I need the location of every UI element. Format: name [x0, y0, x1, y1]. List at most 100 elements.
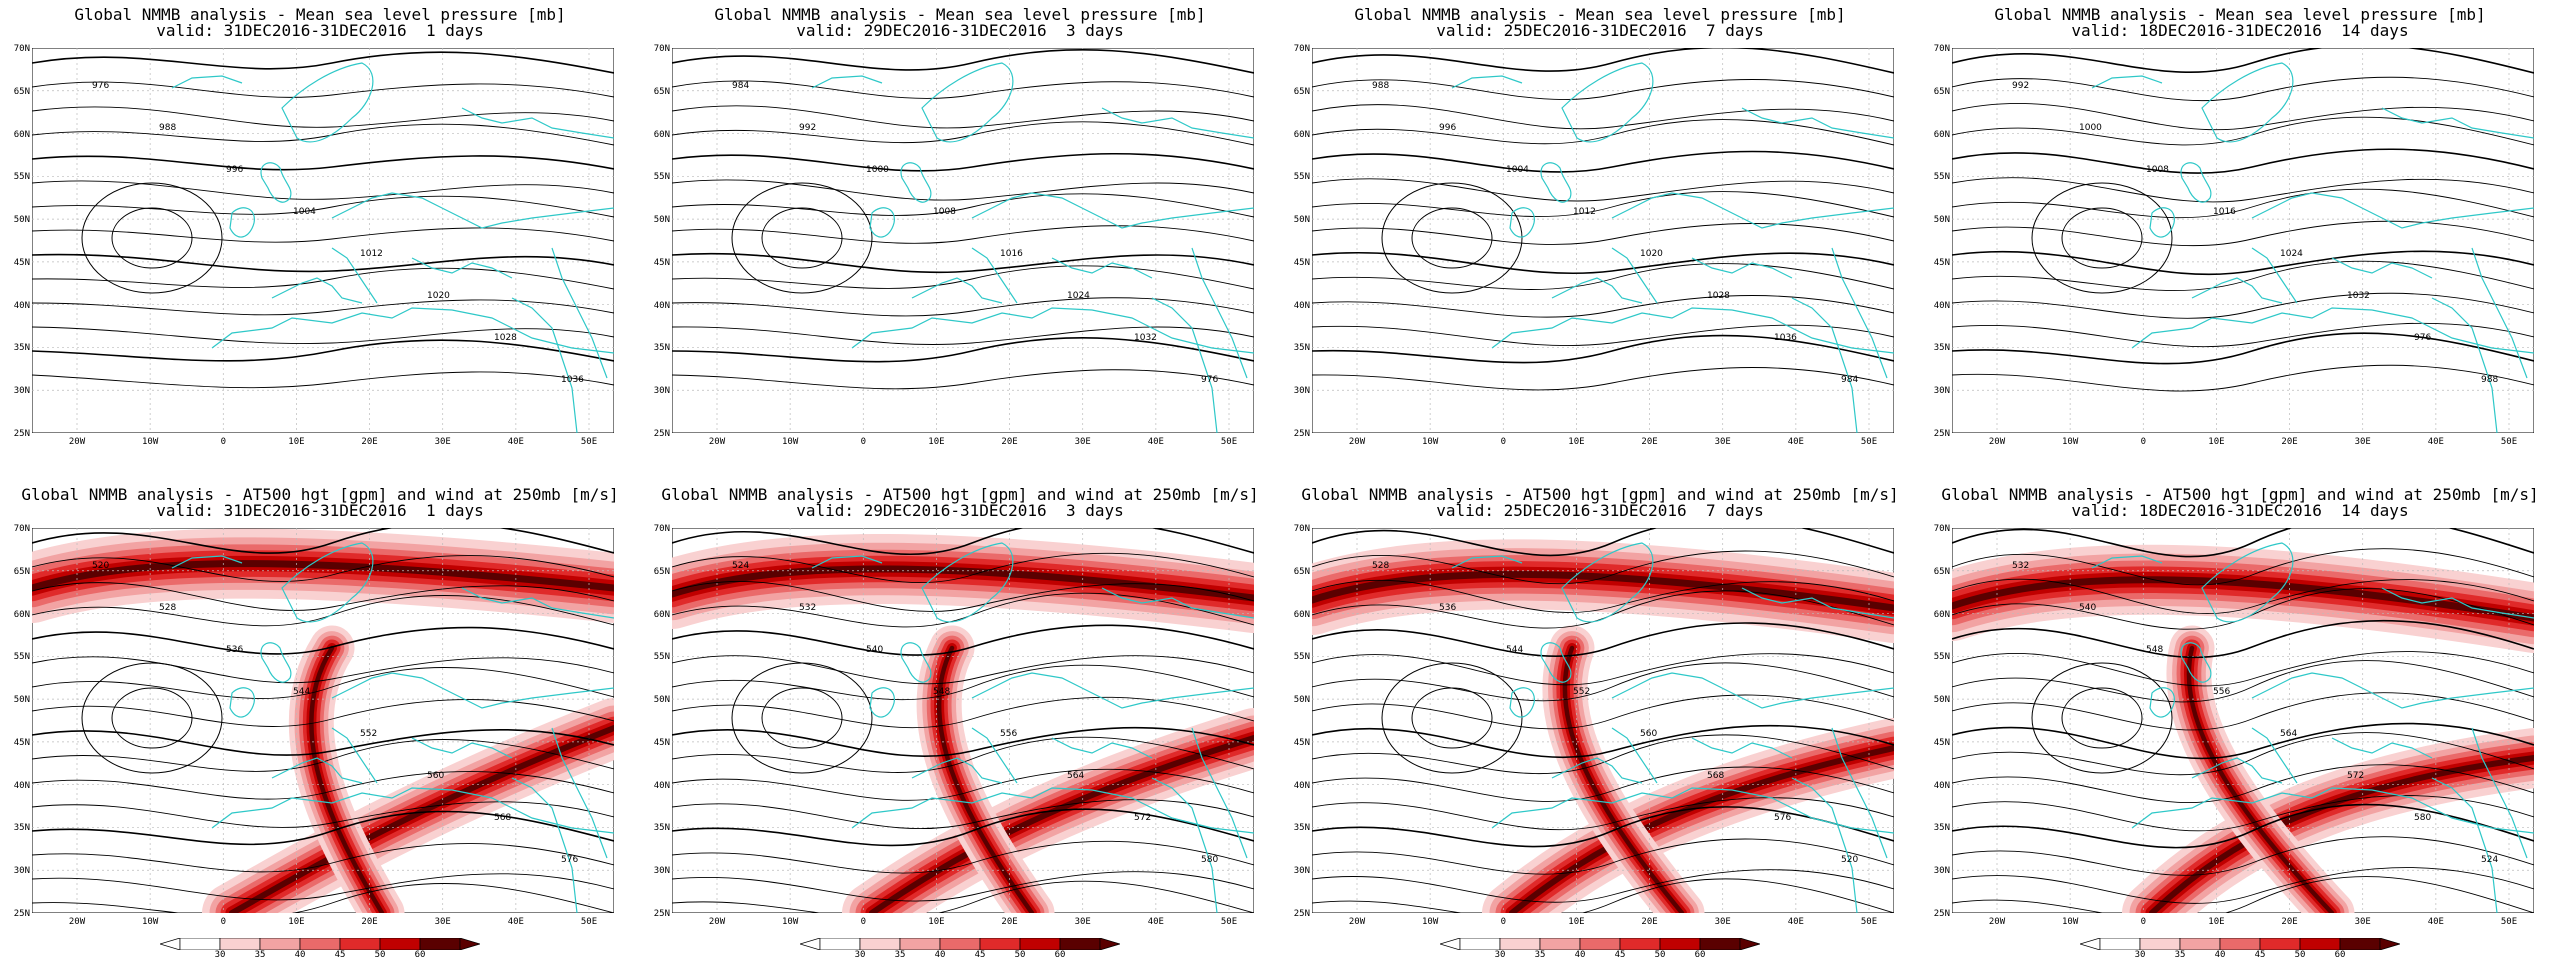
isoline — [1951, 732, 2535, 776]
isoline — [1311, 878, 1895, 920]
wind-band — [28, 560, 618, 592]
isolines — [31, 51, 615, 389]
colorbar-tick-label: 60 — [414, 950, 426, 960]
colorbar-swatch — [899, 938, 941, 950]
contour-label: 520 — [1841, 855, 1858, 865]
lon-tick-label: 10E — [1568, 917, 1585, 927]
isolines — [1951, 44, 2535, 392]
lon-tick-label: 20E — [2281, 917, 2298, 927]
lat-tick-label: 35N — [1293, 343, 1310, 354]
colorbar-tick-label: 50 — [1654, 950, 1666, 960]
isoline — [31, 106, 615, 128]
colorbar-tick-label: 40 — [934, 950, 946, 960]
lon-tick-label: 30E — [2354, 917, 2371, 927]
coastline — [229, 207, 255, 238]
lat-tick-label: 45N — [1293, 737, 1310, 748]
contour-label: 976 — [1201, 375, 1218, 385]
isoline — [1951, 722, 2535, 760]
coastline — [229, 687, 255, 718]
isoline — [31, 728, 615, 756]
contour-label: 548 — [2146, 645, 2163, 655]
isoline — [731, 182, 873, 294]
isoline — [1951, 220, 2535, 247]
coastline — [851, 787, 1255, 834]
isoline — [111, 207, 193, 269]
lat-tick-label: 60N — [1293, 129, 1310, 140]
contour-label: 996 — [226, 165, 243, 175]
lat-lon-grid — [1952, 528, 2534, 913]
isoline — [31, 81, 615, 98]
lat-tick-label: 40N — [653, 300, 670, 311]
colorbar-tick-label: 45 — [974, 950, 986, 960]
map-area: 984 992 1000 1008 1016 1024 1032 976 — [671, 47, 1255, 434]
lat-tick-label: 25N — [1933, 909, 1950, 919]
coastline — [1191, 727, 1248, 859]
isoline — [671, 297, 1255, 317]
lon-tick-label: 10E — [928, 917, 945, 927]
panel-valid-period: valid: 29DEC2016-31DEC2016 3 days — [796, 501, 1124, 520]
map-svg: 520 528 536 544 552 560 568 576 — [0, 522, 649, 943]
isoline — [671, 768, 1255, 801]
isoline — [671, 179, 1255, 201]
wind-band — [936, 645, 1035, 916]
coastline — [811, 75, 883, 89]
coastline — [971, 727, 1018, 784]
isolines — [1311, 46, 1895, 391]
map-svg: 988 996 1004 1012 1020 1028 1036 984 — [1311, 46, 1895, 434]
lat-tick-label: 30N — [1293, 866, 1310, 877]
isoline — [1951, 148, 2535, 174]
isolines — [1311, 518, 1895, 920]
isoline — [1311, 79, 1895, 100]
lon-tick-label: 30E — [434, 437, 451, 447]
coastline — [171, 75, 243, 89]
lat-tick-label: 45N — [1933, 737, 1950, 748]
lat-tick-label: 45N — [1293, 257, 1310, 268]
lat-tick-label: 40N — [653, 780, 670, 791]
wind-colorbar — [1440, 938, 1760, 950]
lon-tick-label: 10W — [2062, 437, 2079, 447]
coastline — [1509, 207, 1535, 238]
contour-label: 1032 — [2347, 291, 2370, 301]
colorbar-swatch — [2339, 938, 2381, 950]
colorbar-swatch — [939, 938, 981, 950]
wind-band — [2186, 645, 2335, 916]
contour-label: 532 — [2012, 561, 2029, 571]
lon-tick-label: 10E — [288, 437, 305, 447]
isoline — [671, 799, 1255, 830]
coastline — [911, 277, 1003, 304]
colorbar-tick-label: 35 — [894, 950, 906, 960]
coastline — [2149, 207, 2175, 238]
lat-tick-label: 45N — [1933, 257, 1950, 268]
isoline — [671, 871, 1255, 902]
isoline — [1951, 250, 2535, 276]
colorbar-tick-label: 35 — [2174, 950, 2186, 960]
contour-label: 976 — [2414, 333, 2431, 343]
lat-tick-label: 25N — [1933, 429, 1950, 439]
isoline — [31, 371, 615, 389]
lat-tick-label: 65N — [653, 86, 670, 97]
wind-band — [229, 725, 617, 916]
contour-label: 548 — [933, 687, 950, 697]
isoline — [81, 182, 223, 294]
isoline — [1311, 734, 1895, 775]
contour-label: 1028 — [494, 333, 517, 343]
coastline — [211, 787, 615, 834]
contour-label: 544 — [1506, 645, 1523, 655]
wind-band — [1562, 645, 1685, 916]
coastline — [171, 555, 243, 569]
map-area: 524 532 540 548 556 564 572 580 — [637, 520, 1289, 943]
map-panel: Global NMMB analysis - Mean sea level pr… — [0, 0, 640, 480]
lat-tick-label: 60N — [1293, 609, 1310, 620]
lon-tick-label: 40E — [507, 437, 524, 447]
contour-label: 1004 — [1506, 165, 1529, 175]
isoline — [31, 771, 615, 800]
contour-label: 1012 — [360, 249, 383, 259]
contour-label: 1024 — [2280, 249, 2303, 259]
lon-tick-label: 30E — [1714, 437, 1731, 447]
lat-tick-label: 35N — [653, 343, 670, 354]
contour-label: 524 — [732, 561, 749, 571]
colorbar-tick-label: 35 — [1534, 950, 1546, 960]
contour-label: 992 — [2012, 81, 2029, 91]
map-svg: 524 532 540 548 556 564 572 580 — [637, 520, 1289, 943]
isoline — [1311, 223, 1895, 245]
